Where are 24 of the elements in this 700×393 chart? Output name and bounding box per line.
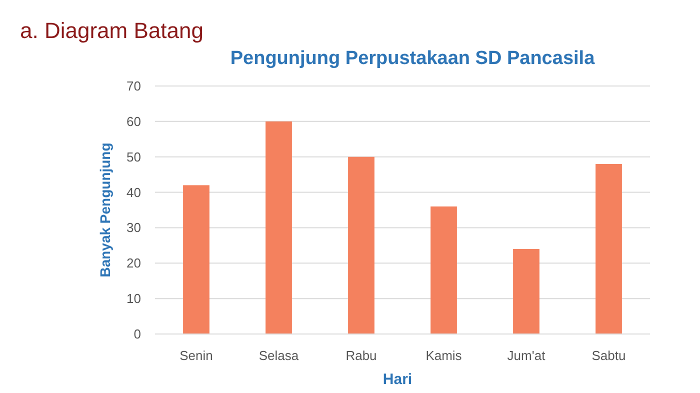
y-tick-label: 10 xyxy=(126,291,141,306)
bar xyxy=(596,164,622,334)
y-tick-label: 50 xyxy=(126,149,141,164)
y-tick-label: 20 xyxy=(126,256,141,271)
chart-title: Pengunjung Perpustakaan SD Pancasila xyxy=(230,48,596,69)
x-axis-title: Hari xyxy=(382,371,412,388)
bar xyxy=(513,248,540,334)
x-tick-label: Selasa xyxy=(258,348,300,363)
x-tick-label: Kamis xyxy=(426,348,462,363)
x-tick-label: Senin xyxy=(180,348,213,363)
y-tick-label: 30 xyxy=(126,220,141,236)
y-axis-title: Banyak Pengunjung xyxy=(97,142,113,278)
y-tick-label: 40 xyxy=(126,184,141,200)
x-tick-label: Sabtu xyxy=(592,348,626,363)
y-tick-label: 70 xyxy=(126,78,141,94)
y-tick-label: 0 xyxy=(134,326,141,342)
x-tick-label: Rabu xyxy=(346,348,377,363)
text: a. Diagram Batang xyxy=(20,18,204,43)
bar xyxy=(266,121,292,334)
x-tick-label: Jum'at xyxy=(507,348,546,363)
y-tick-label: 60 xyxy=(126,114,141,129)
bar xyxy=(348,156,374,334)
bar xyxy=(430,206,457,334)
bar xyxy=(183,185,210,334)
